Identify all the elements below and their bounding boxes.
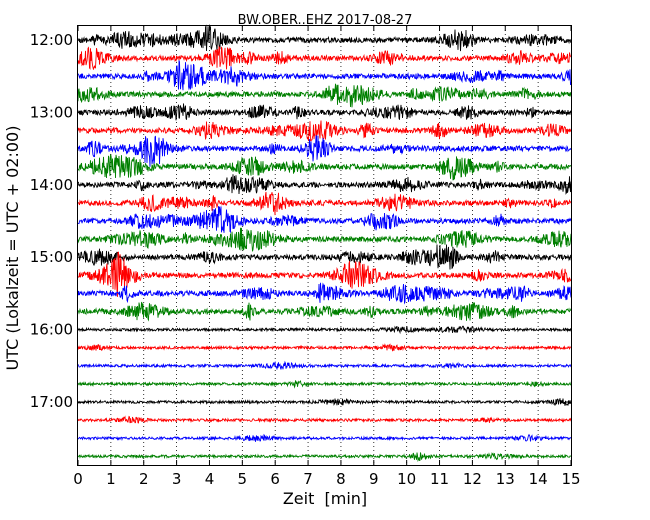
y-tick-label: 17:00: [30, 393, 73, 411]
y-axis-label: UTC (Lokalzeit = UTC + 02:00): [3, 126, 22, 371]
x-tick-label: 15: [561, 470, 580, 488]
x-tick-label: 3: [172, 470, 182, 488]
trace-1345: [77, 153, 572, 181]
trace-1745: [77, 452, 572, 462]
trace-1300: [77, 103, 572, 121]
chart-title: BW.OBER..EHZ 2017-08-27: [238, 13, 413, 28]
trace-1645: [77, 379, 572, 389]
trace-1530: [77, 282, 572, 305]
trace-1730: [77, 433, 572, 442]
trace-1330: [77, 135, 572, 167]
trace-1600: [77, 325, 572, 335]
y-tick-label: 16:00: [30, 321, 73, 339]
trace-1245: [77, 83, 572, 108]
trace-1545: [77, 301, 572, 322]
trace-1415: [77, 191, 572, 216]
x-tick-label: 9: [369, 470, 379, 488]
x-tick-label: 7: [303, 470, 313, 488]
trace-1315: [77, 120, 572, 142]
y-tick-label: 14:00: [30, 176, 73, 194]
x-tick-label: 14: [529, 470, 548, 488]
x-tick-label: 12: [463, 470, 482, 488]
trace-1615: [77, 343, 572, 352]
x-axis-ticks: 0 1 2 3 4 5 6 7 8 9 10 11 12 13 14 15: [73, 26, 581, 488]
trace-1500: [77, 244, 572, 270]
x-tick-label: 0: [73, 470, 83, 488]
x-tick-label: 10: [397, 470, 416, 488]
seismogram-traces: [77, 24, 572, 462]
trace-1515: [77, 251, 572, 297]
y-axis-ticks: 12:00 13:00 14:00 15:00 16:00 17:00: [30, 31, 571, 411]
y-tick-label: 13:00: [30, 103, 73, 121]
x-tick-label: 4: [205, 470, 215, 488]
x-tick-label: 5: [238, 470, 248, 488]
x-tick-label: 2: [139, 470, 149, 488]
trace-1430: [77, 206, 572, 234]
trace-1630: [77, 360, 572, 370]
x-tick-label: 1: [106, 470, 116, 488]
trace-1230: [77, 60, 572, 91]
plot-area-frame: [77, 25, 572, 466]
trace-1445: [77, 227, 572, 252]
y-tick-label: 12:00: [30, 31, 73, 49]
x-tick-label: 8: [336, 470, 346, 488]
x-axis-label: Zeit [min]: [283, 489, 367, 508]
x-tick-label: 13: [496, 470, 515, 488]
x-tick-label: 11: [430, 470, 449, 488]
y-tick-label: 15:00: [30, 248, 73, 266]
x-tick-label: 6: [270, 470, 280, 488]
trace-1700: [77, 398, 572, 407]
trace-1715: [77, 415, 572, 424]
trace-1200: [77, 24, 572, 52]
trace-1215: [77, 45, 572, 70]
trace-1400: [77, 174, 572, 195]
